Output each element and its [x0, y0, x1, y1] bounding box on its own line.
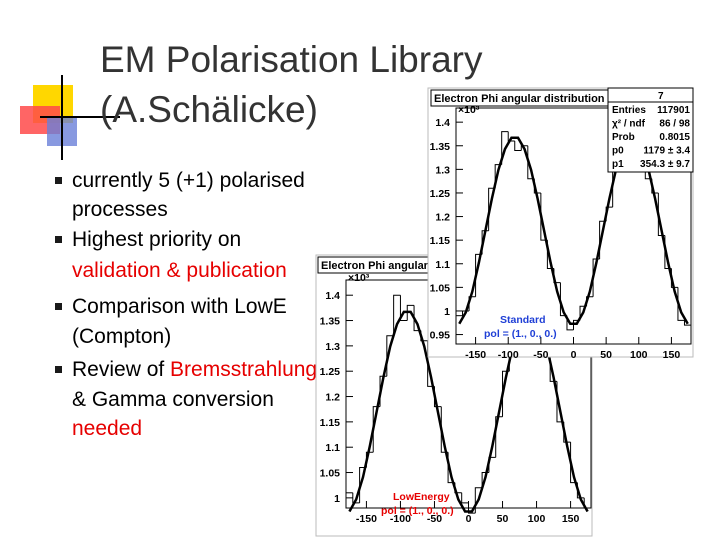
x-tick-label: 150 — [663, 349, 681, 361]
bullet-line: & Gamma conversion — [72, 388, 274, 411]
histogram-bin — [393, 294, 401, 336]
y-tick-label: 1.1 — [325, 442, 340, 454]
slide-title: (A.Schälicke) — [100, 89, 318, 130]
histogram-bin — [514, 141, 522, 151]
y-tick-label: 1 — [334, 493, 340, 505]
y-tick-label: 1.4 — [325, 290, 340, 302]
stats-value: 354.3 ± 9.7 — [640, 159, 690, 170]
y-tick-label: 1.15 — [320, 417, 341, 429]
x-tick-label: -50 — [427, 513, 442, 525]
x-tick-label: 0 — [571, 349, 577, 361]
histogram-bin — [495, 416, 503, 458]
x-tick-label: -50 — [533, 349, 548, 361]
bullet-segment: currently 5 (+1) polarised — [72, 169, 305, 192]
charts: 1 1.05 1.1 1.15 1.2 1.25 1.3 1.35 1.4 -150 -100 -50… — [315, 87, 694, 537]
x-tick-label: -150 — [356, 513, 377, 525]
x-tick-label: 0 — [466, 513, 472, 525]
x-tick-label: 50 — [600, 349, 612, 361]
y-tick-label: 1.15 — [430, 235, 451, 247]
bullet-segment: needed — [72, 417, 142, 440]
y-tick-label: 1.3 — [325, 341, 340, 353]
stats-label: Prob — [612, 132, 635, 143]
y-tick-label: 1.1 — [435, 259, 450, 271]
histogram-bin — [468, 296, 476, 311]
bullet-line: (Compton) — [72, 325, 171, 348]
y-multiplier: ×10³ — [458, 104, 480, 116]
plot-title: Electron Phi angular distribution (deg) — [434, 93, 635, 105]
y-tick-label: 1.3 — [435, 164, 450, 176]
bullet-segment: (Compton) — [72, 325, 171, 348]
y-tick-label: 1 — [444, 306, 450, 318]
bullet-marker — [55, 236, 62, 243]
bullet-segment: validation & publication — [72, 259, 287, 282]
legend-text: pol = (1., 0., 0.) — [381, 505, 454, 517]
bullet-list: currently 5 (+1) polarised processes Highe… — [55, 169, 317, 440]
x-tick-label: 50 — [497, 513, 509, 525]
legend-text: Standard — [500, 314, 546, 326]
bullet-line: currently 5 (+1) polarised — [72, 169, 305, 192]
y-tick-label: 1.05 — [320, 468, 341, 480]
y-tick-label: 1.05 — [430, 282, 451, 294]
bullet-segment: Review of — [72, 358, 170, 381]
stats-value: 117901 — [657, 105, 690, 116]
x-tick-label: 100 — [630, 349, 648, 361]
stats-label: Entries — [612, 105, 646, 116]
y-tick-label: 1.4 — [435, 117, 450, 129]
slide-title: EM Polarisation Library — [100, 39, 483, 80]
stats-label: χ² / ndf — [612, 119, 646, 130]
y-multiplier: ×10³ — [348, 272, 370, 284]
histogram-bin — [683, 320, 691, 326]
bullet-line: Comparison with LowE — [72, 295, 287, 318]
histogram-bin — [468, 502, 476, 514]
bullet-segment: Bremsstrahlung — [170, 358, 317, 381]
y-tick-label: 1.2 — [435, 212, 450, 224]
legend-text: LowEnergy — [393, 491, 450, 503]
legend-text: pol = (1., 0., 0.) — [484, 328, 557, 340]
bullet-segment: Comparison with LowE — [72, 295, 287, 318]
histogram-bin — [501, 131, 509, 165]
histogram-panel: 0.95 1 1.05 1.1 1.15 1.2 1.25 1.3 1.35 1.4 -150 -10… — [427, 87, 694, 361]
x-tick-label: -100 — [390, 513, 411, 525]
bullet-line: validation & publication — [72, 259, 287, 282]
histogram-bin — [406, 304, 415, 321]
logo — [20, 75, 120, 160]
bullet-marker — [55, 366, 62, 373]
bullet-marker — [55, 177, 62, 184]
y-tick-label: 0.95 — [430, 330, 451, 342]
bullet-line: needed — [72, 417, 142, 440]
x-tick-label: -150 — [465, 349, 486, 361]
y-tick-label: 1.25 — [430, 188, 451, 200]
bullet-line: Review of Bremsstrahlung — [72, 358, 317, 381]
stats-value: 1179 ± 3.4 — [643, 146, 690, 157]
stats-value: 86 / 98 — [659, 119, 690, 130]
x-tick-label: -100 — [498, 349, 519, 361]
y-tick-label: 1.2 — [325, 392, 340, 404]
bullet-line: processes — [72, 198, 168, 221]
stats-label: p1 — [612, 159, 624, 170]
bullet-line: Highest priority on — [72, 228, 241, 251]
bullet-marker — [55, 303, 62, 310]
y-tick-label: 1.35 — [430, 141, 451, 153]
y-tick-label: 1.25 — [320, 366, 341, 378]
stats-label: p0 — [612, 146, 624, 157]
stats-value: 0.8015 — [659, 132, 690, 143]
bullet-segment: processes — [72, 198, 168, 221]
y-tick-label: 1.35 — [320, 316, 341, 328]
bullet-segment: Highest priority on — [72, 228, 241, 251]
x-tick-label: 150 — [562, 513, 580, 525]
bullet-segment: & Gamma conversion — [72, 388, 274, 411]
fit-curve — [458, 136, 689, 325]
x-tick-label: 100 — [528, 513, 546, 525]
stats-name: 7 — [658, 91, 664, 102]
